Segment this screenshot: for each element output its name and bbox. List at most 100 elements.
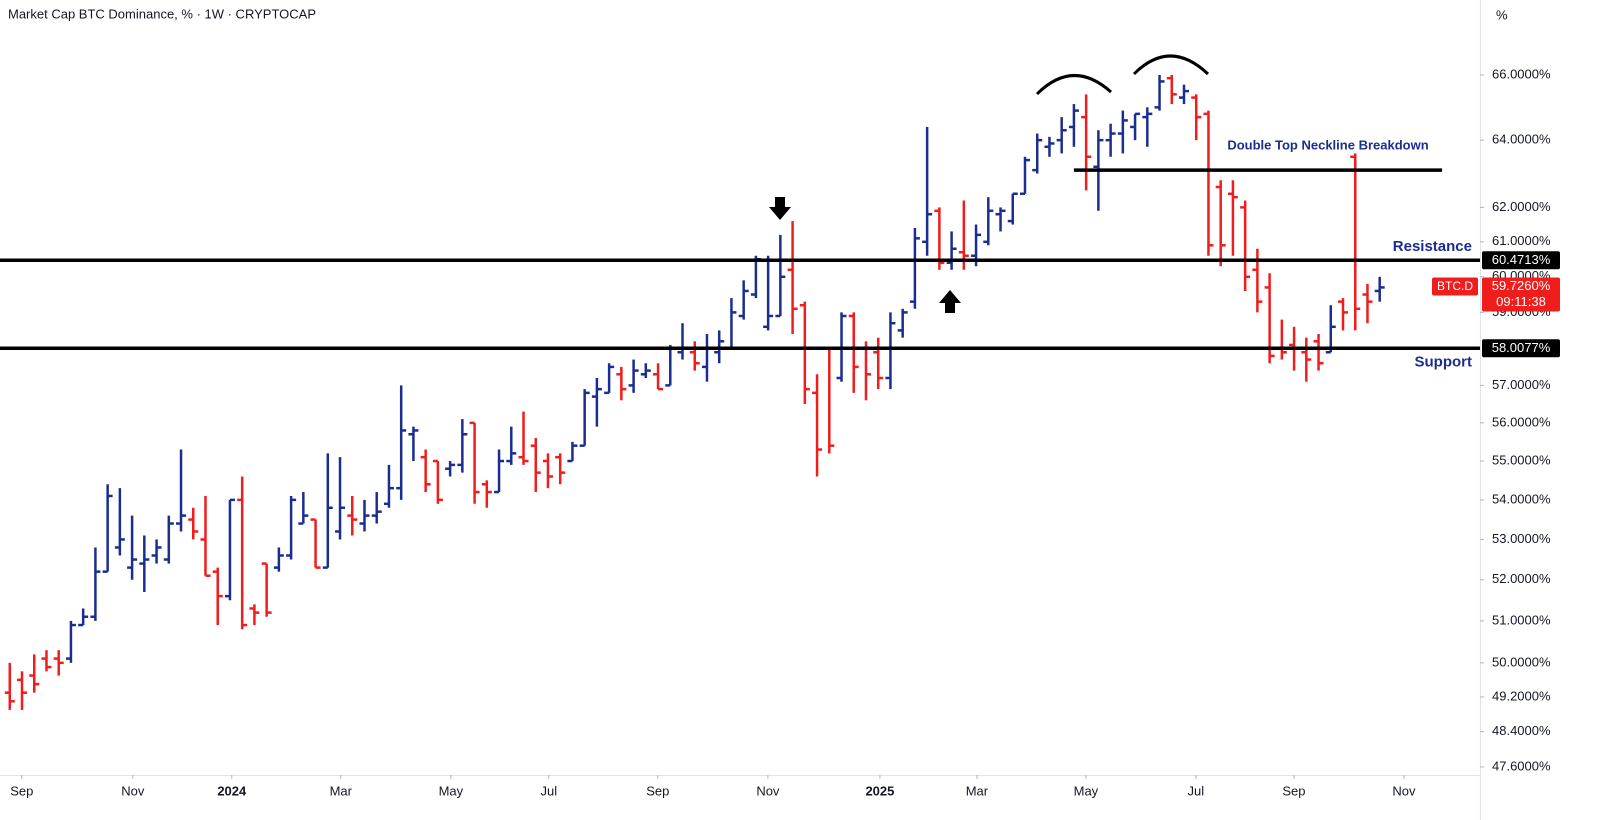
last-price-badge bbox=[1482, 277, 1560, 312]
x-tick-label: Sep bbox=[646, 783, 669, 798]
ohlc-bar bbox=[432, 459, 443, 504]
ohlc-bar bbox=[555, 453, 566, 485]
ohlc-bar bbox=[261, 562, 272, 617]
ohlc-bar bbox=[420, 449, 431, 493]
neckline-label: Double Top Neckline Breakdown bbox=[1227, 138, 1428, 153]
ohlc-bar bbox=[604, 363, 615, 395]
ohlc-bar bbox=[494, 449, 505, 494]
ohlc-bar bbox=[1105, 123, 1116, 157]
x-tick-label: Sep bbox=[1282, 783, 1305, 798]
y-tick-label: 66.0000% bbox=[1492, 66, 1551, 81]
y-tick-label: 61.0000% bbox=[1492, 233, 1551, 248]
x-tick-label: Nov bbox=[756, 783, 780, 798]
ohlc-bar bbox=[396, 385, 407, 500]
ohlc-bar bbox=[812, 374, 823, 477]
ohlc-bar bbox=[1325, 305, 1336, 354]
ohlc-bar bbox=[1215, 180, 1226, 267]
ohlc-bar bbox=[616, 366, 627, 401]
x-tick-label: 2024 bbox=[217, 783, 247, 798]
ohlc-bar bbox=[775, 234, 786, 318]
ohlc-bar bbox=[273, 547, 284, 572]
x-tick-label: Jul bbox=[541, 783, 558, 798]
symbol-badge bbox=[1432, 277, 1478, 296]
bars bbox=[4, 75, 1385, 710]
ohlc-bar bbox=[1240, 200, 1251, 291]
ohlc-bar bbox=[530, 438, 541, 493]
ohlc-bar bbox=[1019, 156, 1030, 196]
ohlc-bar bbox=[1374, 276, 1385, 302]
ohlc-bar bbox=[29, 654, 40, 693]
ohlc-bar bbox=[995, 207, 1006, 232]
ohlc-bar bbox=[127, 515, 138, 580]
ohlc-bar bbox=[909, 227, 920, 309]
ohlc-bar bbox=[763, 255, 774, 331]
level-badge bbox=[1482, 339, 1560, 358]
y-tick-label: 52.0000% bbox=[1492, 571, 1551, 586]
ohlc-bar bbox=[65, 620, 76, 663]
ohlc-bar bbox=[1068, 104, 1079, 147]
ohlc-bar bbox=[249, 604, 260, 626]
ohlc-bar bbox=[188, 507, 199, 540]
ohlc-bar bbox=[322, 453, 333, 569]
y-tick-label: 54.0000% bbox=[1492, 491, 1551, 506]
arrow-down bbox=[769, 197, 791, 220]
ohlc-bar bbox=[176, 449, 187, 532]
ohlc-bar bbox=[567, 441, 578, 463]
ohlc-bar bbox=[1191, 94, 1202, 141]
x-tick-label: 2025 bbox=[865, 783, 894, 798]
x-tick-label: May bbox=[1074, 783, 1099, 798]
x-tick-label: Mar bbox=[966, 783, 989, 798]
chart-title: Market Cap BTC Dominance, % · 1W · CRYPT… bbox=[8, 6, 316, 21]
ohlc-bar bbox=[212, 567, 223, 626]
top-arc bbox=[1035, 74, 1112, 96]
ohlc-bar bbox=[1154, 75, 1165, 111]
symbol-label: BTC.D bbox=[1437, 279, 1473, 293]
ohlc-bar bbox=[1007, 192, 1018, 225]
ohlc-bar bbox=[787, 221, 798, 335]
ohlc-bar bbox=[114, 488, 125, 556]
ohlc-bar bbox=[873, 337, 884, 390]
ohlc-bar bbox=[1056, 117, 1067, 154]
ohlc-bar bbox=[542, 453, 553, 489]
ohlc-bar bbox=[224, 498, 235, 601]
ohlc-bar bbox=[1350, 153, 1361, 331]
ohlc-bar bbox=[383, 464, 394, 508]
ohlc-bar bbox=[151, 539, 162, 564]
y-tick-label: 55.0000% bbox=[1492, 452, 1551, 467]
ohlc-bar bbox=[53, 650, 64, 676]
x-tick-label: Mar bbox=[330, 783, 353, 798]
y-tick-label: 49.2000% bbox=[1492, 688, 1551, 703]
x-tick-label: Nov bbox=[1392, 783, 1416, 798]
ohlc-bar bbox=[1338, 298, 1349, 331]
y-tick-label: 51.0000% bbox=[1492, 612, 1551, 627]
ohlc-bar bbox=[469, 421, 480, 504]
ohlc-bar bbox=[848, 312, 859, 393]
ohlc-bar bbox=[1203, 110, 1214, 256]
ohlc-bar bbox=[445, 461, 456, 477]
ohlc-bar bbox=[506, 426, 517, 465]
countdown: 09:11:38 bbox=[1496, 294, 1546, 309]
ohlc-bar bbox=[1032, 133, 1043, 174]
ohlc-bar bbox=[799, 301, 810, 405]
ohlc-bar bbox=[102, 484, 113, 573]
ohlc-bar bbox=[481, 480, 492, 508]
arrow-up bbox=[939, 290, 961, 313]
y-tick-label: 53.0000% bbox=[1492, 531, 1551, 546]
ohlc-bar bbox=[286, 495, 297, 560]
level-badge-label: 58.0077% bbox=[1492, 340, 1551, 355]
ohlc-bar bbox=[946, 231, 957, 270]
last-price-label: 59.7260% bbox=[1492, 278, 1551, 293]
ohlc-bar bbox=[298, 492, 309, 525]
ohlc-bar bbox=[310, 518, 321, 569]
ohlc-bar bbox=[408, 426, 419, 462]
axis-unit: % bbox=[1496, 7, 1508, 22]
x-tick-label: Sep bbox=[10, 783, 33, 798]
ohlc-bar bbox=[983, 197, 994, 246]
ohlc-bar bbox=[41, 650, 52, 672]
ohlc-bar bbox=[1044, 136, 1055, 157]
ohlc-bar bbox=[1130, 112, 1141, 141]
ohlc-bar bbox=[457, 419, 468, 473]
ohlc-bar bbox=[689, 341, 700, 371]
y-tick-label: 47.6000% bbox=[1492, 758, 1551, 773]
